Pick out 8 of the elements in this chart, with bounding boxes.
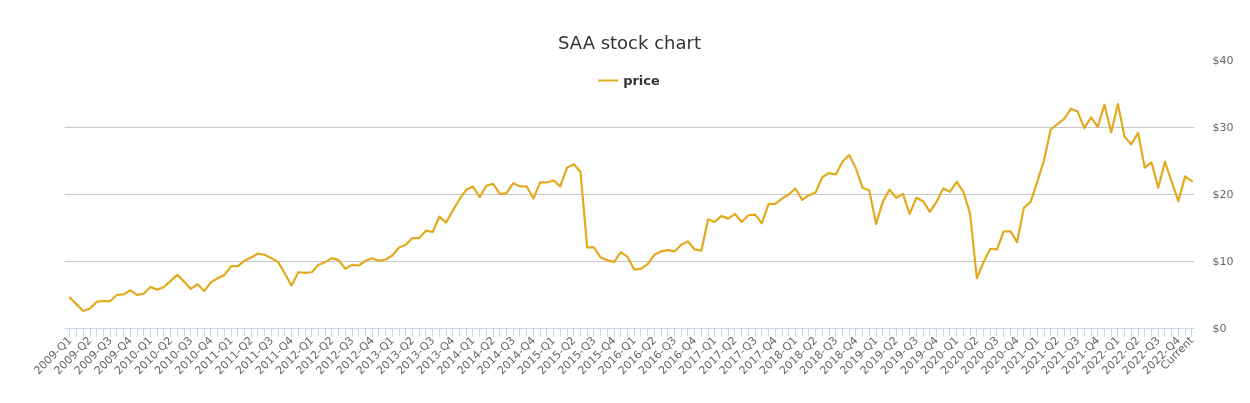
y-tick-label: $10 [1212,255,1234,268]
y-tick-label: $20 [1212,188,1234,201]
y-tick-label: $30 [1212,121,1234,134]
legend-label: price [623,72,660,88]
line-series [68,102,1193,313]
chart-title: SAA stock chart [558,31,701,53]
y-tick-label: $0 [1212,322,1227,335]
y-tick-label: $40 [1212,54,1234,67]
